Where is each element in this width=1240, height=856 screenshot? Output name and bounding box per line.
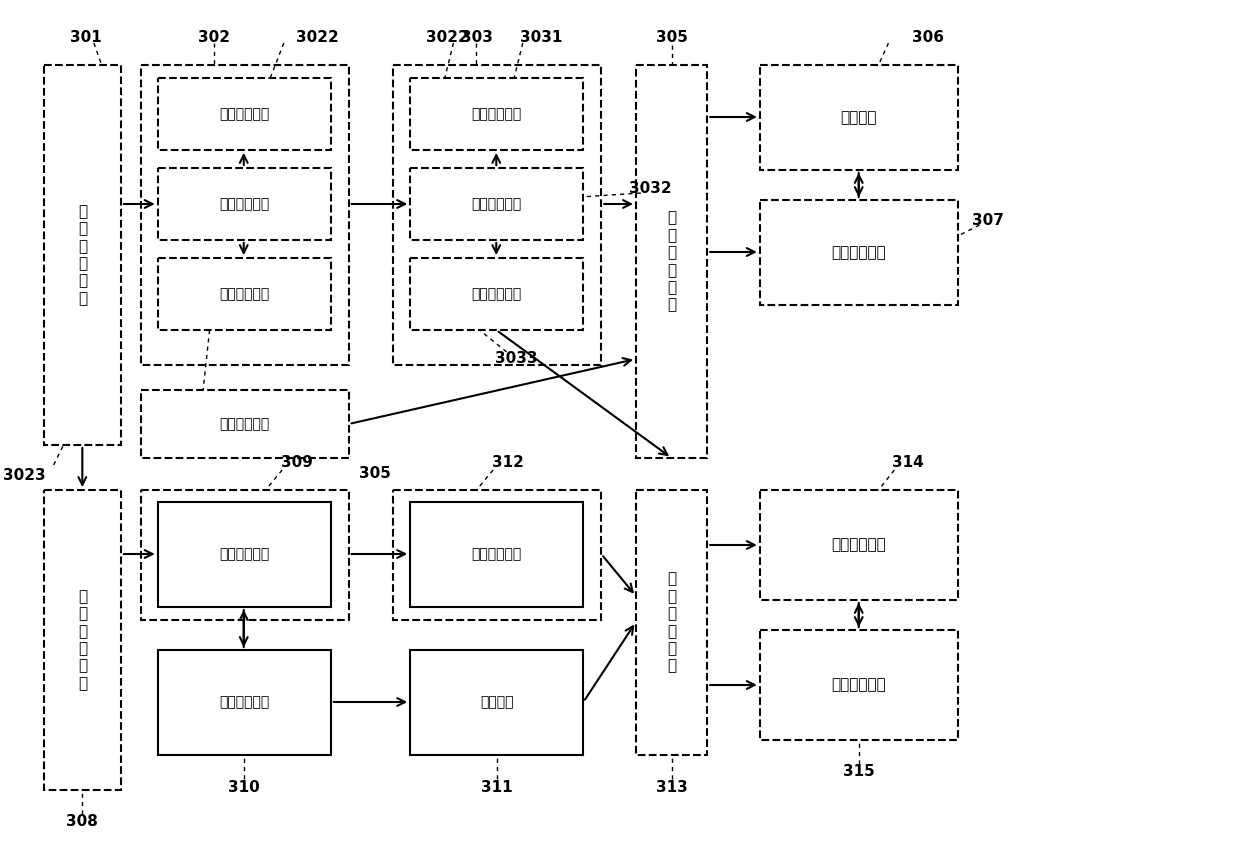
- Bar: [141, 65, 348, 365]
- Text: 307: 307: [971, 212, 1003, 228]
- Bar: [157, 78, 331, 150]
- Text: 第
三
判
断
模
块: 第 三 判 断 模 块: [78, 589, 87, 691]
- Text: 第
一
判
断
模
块: 第 一 判 断 模 块: [78, 204, 87, 306]
- Bar: [410, 258, 584, 330]
- Bar: [410, 78, 584, 150]
- Bar: [393, 490, 601, 620]
- Bar: [141, 490, 348, 620]
- Text: 312: 312: [492, 455, 523, 469]
- Bar: [157, 168, 331, 240]
- Text: 第二生成模块: 第二生成模块: [219, 417, 270, 431]
- Text: 第二删除模块: 第二删除模块: [831, 677, 887, 693]
- Text: 305: 305: [656, 29, 687, 45]
- Text: 311: 311: [481, 780, 512, 794]
- Bar: [410, 502, 584, 607]
- Bar: [410, 650, 584, 755]
- Text: 3031: 3031: [520, 29, 563, 45]
- Text: 315: 315: [843, 764, 874, 780]
- Text: 第三生成模块: 第三生成模块: [219, 548, 269, 562]
- Text: 313: 313: [656, 780, 687, 794]
- Bar: [760, 200, 957, 305]
- Bar: [157, 502, 331, 607]
- Bar: [760, 630, 957, 740]
- Bar: [760, 65, 957, 170]
- Text: 310: 310: [228, 780, 260, 794]
- Text: 第二判断单元: 第二判断单元: [219, 197, 269, 211]
- Bar: [43, 490, 122, 790]
- Bar: [760, 490, 957, 600]
- Bar: [410, 168, 584, 240]
- Text: 第二生成单元: 第二生成单元: [219, 287, 269, 301]
- Text: 3022: 3022: [425, 29, 469, 45]
- Text: 更新模块: 更新模块: [480, 695, 513, 710]
- Bar: [157, 650, 331, 755]
- Text: 第一呈现单元: 第一呈现单元: [471, 107, 522, 121]
- Text: 第四判断模块: 第四判断模块: [219, 695, 269, 710]
- Text: 3023: 3023: [2, 467, 45, 483]
- Text: 3033: 3033: [495, 350, 538, 366]
- Bar: [141, 390, 348, 458]
- Text: 305: 305: [358, 466, 391, 480]
- Text: 308: 308: [67, 815, 98, 829]
- Text: 302: 302: [197, 29, 229, 45]
- Text: 第一生成单元: 第一生成单元: [219, 107, 269, 121]
- Bar: [43, 65, 122, 445]
- Bar: [393, 65, 601, 365]
- Bar: [636, 65, 707, 458]
- Text: 保留模块: 保留模块: [841, 110, 877, 125]
- Text: 第一判断单元: 第一判断单元: [471, 197, 522, 211]
- Text: 第一删除模块: 第一删除模块: [831, 245, 887, 260]
- Text: 306: 306: [913, 29, 944, 45]
- Text: 第五生成模块: 第五生成模块: [831, 538, 887, 552]
- Bar: [636, 490, 707, 755]
- Text: 3032: 3032: [630, 181, 672, 195]
- Bar: [157, 258, 331, 330]
- Text: 314: 314: [893, 455, 924, 469]
- Text: 3022: 3022: [296, 29, 339, 45]
- Text: 第
五
判
断
模
块: 第 五 判 断 模 块: [667, 572, 676, 674]
- Text: 309: 309: [280, 455, 312, 469]
- Text: 301: 301: [71, 29, 102, 45]
- Text: 第二呈现单元: 第二呈现单元: [471, 287, 522, 301]
- Text: 第
二
判
断
模
块: 第 二 判 断 模 块: [667, 211, 676, 312]
- Text: 303: 303: [460, 29, 492, 45]
- Text: 第四生成模块: 第四生成模块: [471, 548, 522, 562]
